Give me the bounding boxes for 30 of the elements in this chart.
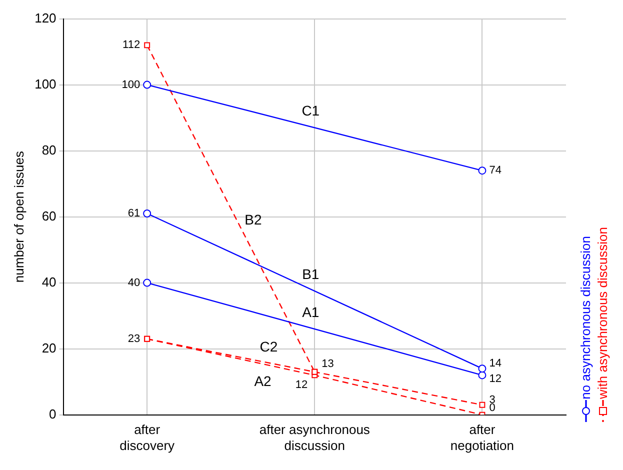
x-tick-label: after discovery [120, 422, 176, 453]
data-label: 12 [489, 373, 502, 386]
x-tick-label: after asynchronous discussion [259, 422, 370, 453]
data-label: 112 [122, 39, 140, 52]
y-axis-title: number of open issues [11, 150, 26, 283]
data-label: 14 [489, 358, 502, 370]
data-label: 61 [128, 208, 140, 220]
text: with asynchronous discussion [595, 227, 610, 399]
y-tick-label: 120 [34, 10, 56, 26]
annotation: C2 [260, 338, 278, 355]
data-label: 23 [128, 332, 140, 345]
annotation: B2 [244, 212, 262, 228]
y-tick-label: 20 [42, 340, 56, 356]
data-label: 100 [122, 78, 140, 91]
data-label: 0 [489, 402, 496, 414]
y-tick-label: 40 [42, 274, 56, 290]
y-tick-label: 80 [42, 142, 56, 158]
data-label: 74 [489, 164, 502, 177]
data-label: 13 [322, 358, 334, 370]
data-label: 40 [128, 276, 140, 289]
x-tick-label: after negotiation [450, 422, 514, 453]
y-tick-label: 0 [49, 406, 56, 422]
annotation: B1 [302, 266, 320, 282]
text: no asynchronous discussion [578, 236, 593, 399]
data-label: 12 [295, 379, 308, 392]
y-tick-label: 100 [34, 76, 56, 92]
annotation: A1 [302, 304, 320, 320]
annotation: A2 [254, 372, 272, 389]
y-tick-label: 60 [42, 208, 56, 224]
annotation: C1 [302, 102, 320, 119]
